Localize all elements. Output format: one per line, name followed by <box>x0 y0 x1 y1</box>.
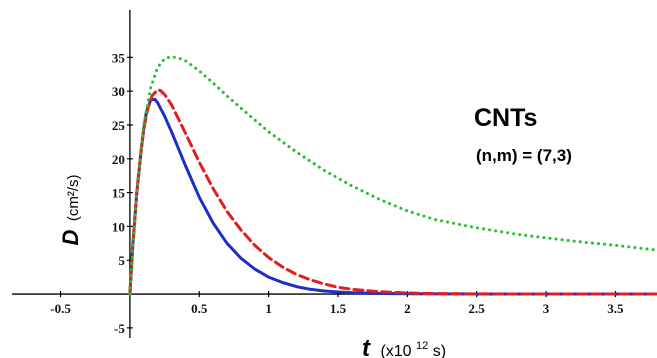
svg-text:t (x10 12 s: t (x10 12 s) <box>362 335 446 358</box>
y-axis-symbol: D <box>58 230 83 246</box>
y-tick-label: 20 <box>112 152 125 167</box>
x-tick-label: 1.5 <box>330 301 347 316</box>
x-tick-label: -0.5 <box>50 301 71 316</box>
annotation: CNTs (n,m) = (7,3) <box>474 104 572 165</box>
x-tick-label: 3.5 <box>607 301 624 316</box>
y-axis-label: D (cm²/s) <box>58 175 83 246</box>
y-tick-label: 5 <box>118 253 125 268</box>
ticks: -0.5 0.5 1 1.5 2 2.5 3 3.5 -5 5 10 15 20 25 30 35 <box>50 50 624 336</box>
x-tick-label: 1 <box>265 301 272 316</box>
svg-text:D (cm²/s): D (cm²/s) <box>58 175 83 246</box>
x-tick-label: 2 <box>404 301 411 316</box>
x-tick-label: 0.5 <box>191 301 208 316</box>
x-axis-unit-exponent: 12 <box>416 340 428 352</box>
x-tick-label: 2.5 <box>469 301 486 316</box>
x-axis-unit-prefix: (x10 <box>380 343 411 358</box>
y-tick-label: 25 <box>112 118 126 133</box>
y-tick-label: 30 <box>112 84 125 99</box>
y-axis-unit: (cm²/s) <box>65 175 82 222</box>
series-line-solid <box>128 97 657 296</box>
x-axis-label: t (x10 12 s) <box>362 335 446 358</box>
axes <box>12 10 657 338</box>
y-tick-label: 35 <box>112 50 126 65</box>
annotation-subtitle: (n,m) = (7,3) <box>476 146 572 165</box>
y-tick-label: -5 <box>114 321 125 336</box>
y-tick-label: 15 <box>112 186 126 201</box>
y-tick-label: 10 <box>112 219 125 234</box>
x-axis-symbol: t <box>362 335 371 358</box>
series-group <box>128 55 657 296</box>
series-line-dotted <box>128 55 657 296</box>
x-tick-label: 3 <box>543 301 550 316</box>
x-axis-unit-suffix: s) <box>433 343 446 358</box>
annotation-title: CNTs <box>474 104 537 132</box>
series-line-dashed <box>128 88 657 296</box>
